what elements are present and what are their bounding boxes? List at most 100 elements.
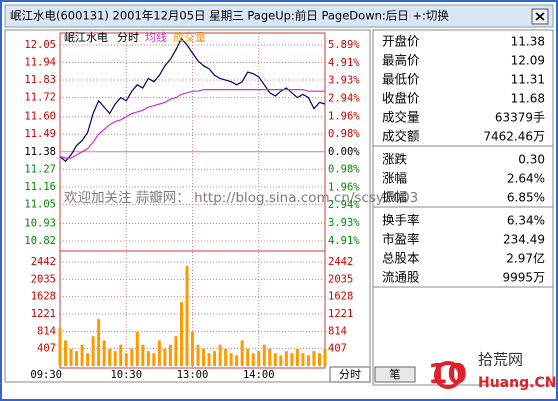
y-tick-label: 11.49 bbox=[24, 128, 56, 140]
quote-value: 6.34% bbox=[507, 214, 545, 228]
tab-label[interactable]: 笔 bbox=[390, 367, 401, 381]
volume-bar bbox=[174, 336, 178, 366]
quote-value: 2.97亿 bbox=[506, 251, 545, 266]
volume-bar bbox=[273, 353, 277, 366]
title-bar bbox=[4, 4, 554, 28]
volume-bar bbox=[235, 355, 239, 366]
volume-bar bbox=[240, 340, 244, 366]
volume-bar bbox=[163, 348, 167, 366]
tab[interactable] bbox=[329, 366, 371, 383]
volume-bar bbox=[290, 353, 294, 366]
volume-bar bbox=[146, 351, 150, 366]
quote-label: 流通股 bbox=[382, 270, 420, 285]
quote-label: 涨幅 bbox=[382, 171, 407, 186]
quote-value: 7462.46万 bbox=[483, 130, 545, 144]
y-tick-label: 11.60 bbox=[24, 111, 56, 123]
price-line bbox=[59, 37, 326, 163]
y-tick-label: 814 bbox=[37, 325, 56, 337]
volume-bar bbox=[323, 348, 327, 366]
logo-name: 拾荒网 bbox=[478, 351, 523, 369]
price-line bbox=[59, 89, 325, 159]
legend-entry: 分时 bbox=[117, 31, 139, 44]
quote-label: 成交额 bbox=[382, 129, 420, 144]
volume-bar bbox=[312, 351, 316, 366]
legend-entry: 均线 bbox=[145, 30, 167, 44]
tab-label[interactable]: 分时 bbox=[339, 368, 361, 381]
volume-bar bbox=[284, 351, 288, 366]
y-tick-label-right: 1221 bbox=[328, 308, 353, 320]
y-tick-label-right: 407 bbox=[328, 343, 347, 355]
quote-value: 6.85% bbox=[507, 191, 545, 205]
quote-value: 9995万 bbox=[502, 271, 545, 285]
y-tick-label-right: 814 bbox=[328, 325, 347, 337]
y2-tick-label: 0.98% bbox=[328, 164, 360, 176]
volume-bar bbox=[80, 344, 84, 366]
y-tick-label-right: 1628 bbox=[328, 291, 353, 303]
volume-bar bbox=[91, 336, 95, 366]
volume-bar bbox=[157, 340, 161, 366]
y2-tick-label: 0.00% bbox=[328, 146, 360, 158]
tab[interactable] bbox=[374, 366, 416, 383]
volume-bar bbox=[135, 331, 139, 366]
y2-tick-label: 4.91% bbox=[328, 235, 360, 247]
volume-bar bbox=[141, 344, 145, 366]
volume-bar bbox=[207, 353, 211, 366]
y2-tick-label: 3.93% bbox=[328, 217, 360, 229]
volume-plot-border bbox=[59, 250, 326, 369]
volume-bar bbox=[108, 348, 112, 366]
volume-bar bbox=[113, 351, 117, 366]
watermark: 欢迎加关注 蒜瓣网： http://blog.sina.com.cn/scsy2… bbox=[64, 190, 418, 206]
quote-label: 涨跌 bbox=[382, 152, 408, 167]
y-tick-label: 12.05 bbox=[24, 39, 56, 51]
legend-entry: 成交量 bbox=[173, 30, 206, 44]
quote-label: 成交量 bbox=[382, 110, 420, 125]
volume-bar bbox=[69, 348, 73, 366]
volume-bar bbox=[191, 331, 194, 366]
quote-label: 市盈率 bbox=[382, 232, 420, 247]
quote-value: 234.49 bbox=[503, 233, 545, 247]
volume-bar bbox=[218, 344, 222, 366]
volume-bar bbox=[213, 351, 217, 366]
quote-value: 11.68 bbox=[511, 92, 545, 106]
quote-value: 63379手 bbox=[495, 111, 545, 125]
logo-circle bbox=[434, 361, 462, 389]
volume-bar bbox=[97, 319, 101, 366]
volume-bar bbox=[75, 351, 79, 366]
y2-tick-label: 1.96% bbox=[328, 110, 360, 122]
quote-value: 11.38 bbox=[511, 35, 545, 49]
y2-tick-label: 1.96% bbox=[328, 181, 360, 193]
y2-tick-label: 4.91% bbox=[328, 57, 360, 69]
volume-bar bbox=[58, 327, 62, 366]
y-tick-label: 11.72 bbox=[24, 92, 56, 104]
y-tick-label: 10.93 bbox=[24, 217, 56, 229]
volume-bar bbox=[152, 353, 156, 366]
quote-value: 2.64% bbox=[507, 172, 545, 186]
quote-label: 最高价 bbox=[382, 53, 420, 68]
close-button[interactable] bbox=[531, 8, 549, 25]
x-tick-label: 14:00 bbox=[243, 369, 275, 381]
quote-label: 换手率 bbox=[382, 213, 420, 228]
quote-label: 收盘价 bbox=[382, 91, 420, 106]
quote-label: 总股本 bbox=[382, 251, 420, 266]
y-tick-label: 2442 bbox=[31, 256, 56, 268]
y2-tick-label: 2.94% bbox=[328, 93, 360, 105]
logo-number: 10 bbox=[428, 357, 467, 390]
volume-bar bbox=[179, 302, 183, 366]
y-tick-label-right: 2035 bbox=[328, 273, 353, 285]
y-tick-label: 11.94 bbox=[24, 57, 56, 69]
y-tick-label: 11.16 bbox=[24, 181, 56, 193]
volume-bar bbox=[168, 344, 172, 366]
volume-bar bbox=[268, 348, 272, 366]
close-icon[interactable] bbox=[535, 12, 545, 21]
volume-bar bbox=[130, 348, 134, 366]
y2-tick-label: 0.98% bbox=[328, 128, 360, 140]
quote-value: 11.31 bbox=[511, 73, 545, 87]
window-title: 岷江水电(600131) 2001年12月05日 星期三 PageUp:前日 P… bbox=[10, 9, 449, 23]
y2-tick-label: 5.89% bbox=[328, 39, 360, 51]
quote-label: 最低价 bbox=[382, 72, 420, 87]
quote-label: 振幅 bbox=[382, 190, 407, 205]
volume-bar bbox=[246, 348, 250, 366]
volume-bar bbox=[64, 340, 68, 366]
